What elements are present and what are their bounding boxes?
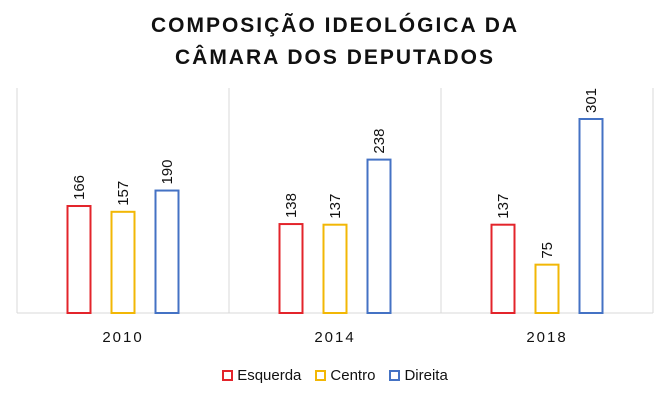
legend-swatch: [389, 370, 401, 381]
bar-centro-2018: [534, 263, 560, 315]
legend-item-direita: Direita: [389, 367, 448, 384]
legend-item-centro: Centro: [315, 367, 375, 384]
data-label: 301: [583, 88, 600, 113]
legend-item-esquerda: Esquerda: [222, 367, 301, 384]
data-label: 190: [159, 160, 176, 185]
legend-label: Esquerda: [237, 367, 302, 384]
data-label: 166: [71, 175, 88, 200]
bar-direita-2014: [366, 158, 392, 314]
bar-esquerda-2014: [278, 223, 304, 314]
bar-esquerda-2018: [490, 223, 516, 315]
data-label: 157: [115, 181, 132, 206]
data-label: 137: [495, 194, 512, 219]
x-tick-label: 2010: [102, 329, 143, 346]
bar-centro-2010: [110, 210, 136, 315]
legend-label: Centro: [330, 367, 376, 384]
legend-label: Direita: [404, 367, 448, 384]
data-label: 138: [283, 193, 300, 218]
bar-direita-2018: [578, 118, 604, 314]
chart-title-line-2: CÂMARA DOS DEPUTADOS: [174, 46, 495, 69]
legend: Esquerda Centro Direita: [0, 367, 670, 384]
x-tick-label: 2014: [314, 329, 355, 346]
chart-title: COMPOSIÇÃO IDEOLÓGICA DA CÂMARA DOS DEPU…: [0, 10, 670, 74]
legend-swatch: [315, 370, 327, 381]
data-label: 75: [539, 242, 556, 259]
chart-title-line-1: COMPOSIÇÃO IDEOLÓGICA DA: [150, 14, 520, 37]
data-label: 238: [371, 129, 388, 154]
bar-esquerda-2010: [66, 205, 92, 314]
data-label: 137: [327, 194, 344, 219]
x-tick-label: 2018: [526, 329, 567, 346]
bar-centro-2014: [322, 223, 348, 315]
legend-swatch: [222, 370, 234, 381]
bar-direita-2010: [154, 189, 180, 315]
